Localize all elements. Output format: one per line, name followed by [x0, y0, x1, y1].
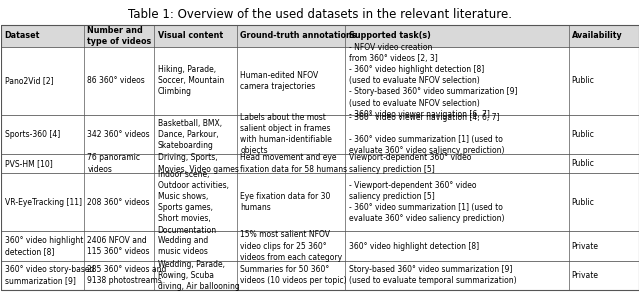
- Text: Supported task(s): Supported task(s): [349, 31, 431, 40]
- Text: 2406 NFOV and
115 360° videos: 2406 NFOV and 115 360° videos: [88, 236, 150, 256]
- Bar: [1, 231, 639, 260]
- Text: Sports-360 [4]: Sports-360 [4]: [4, 130, 60, 139]
- Bar: [1, 173, 639, 231]
- Text: 360° video highlight detection [8]: 360° video highlight detection [8]: [349, 241, 479, 250]
- Text: Basketball, BMX,
Dance, Parkour,
Skateboarding: Basketball, BMX, Dance, Parkour, Skatebo…: [157, 119, 221, 150]
- Text: Viewport-dependent 360° video
saliency prediction [5]: Viewport-dependent 360° video saliency p…: [349, 153, 471, 173]
- Text: Number and
type of videos: Number and type of videos: [88, 26, 152, 46]
- Text: Pano2Vid [2]: Pano2Vid [2]: [4, 76, 53, 85]
- Text: Public: Public: [572, 76, 595, 85]
- Text: Wedding and
music videos: Wedding and music videos: [157, 236, 208, 256]
- Text: 360° video story-based
summarization [9]: 360° video story-based summarization [9]: [4, 265, 94, 285]
- Text: Story-based 360° video summarization [9]
(used to evaluate temporal summarizatio: Story-based 360° video summarization [9]…: [349, 265, 516, 285]
- Text: 360° video highlight
detection [8]: 360° video highlight detection [8]: [4, 236, 83, 256]
- Text: VR-EyeTracking [11]: VR-EyeTracking [11]: [4, 198, 81, 207]
- Bar: [1, 260, 639, 290]
- Text: Visual content: Visual content: [157, 31, 223, 40]
- Text: Availability: Availability: [572, 31, 623, 40]
- Text: Labels about the most
salient object in frames
with human-identifiable
objects: Labels about the most salient object in …: [241, 113, 332, 155]
- Bar: [1, 25, 639, 47]
- Text: Indoor scene,
Outdoor activities,
Music shows,
Sports games,
Short movies,
Docum: Indoor scene, Outdoor activities, Music …: [157, 170, 228, 235]
- Bar: [1, 47, 639, 115]
- Text: Public: Public: [572, 159, 595, 168]
- Text: Private: Private: [572, 241, 598, 250]
- Text: 86 360° videos: 86 360° videos: [88, 76, 145, 85]
- Text: Dataset: Dataset: [4, 31, 40, 40]
- Text: 15% most salient NFOV
video clips for 25 360°
videos from each category: 15% most salient NFOV video clips for 25…: [241, 230, 342, 262]
- Text: Eye fixation data for 30
humans: Eye fixation data for 30 humans: [241, 192, 331, 212]
- Text: Private: Private: [572, 271, 598, 280]
- Text: PVS-HM [10]: PVS-HM [10]: [4, 159, 52, 168]
- Text: 342 360° videos: 342 360° videos: [88, 130, 150, 139]
- Text: 76 panoramic
videos: 76 panoramic videos: [88, 153, 140, 173]
- Text: Wedding, Parade,
Rowing, Scuba
diving, Air ballooning: Wedding, Parade, Rowing, Scuba diving, A…: [157, 260, 239, 291]
- Text: Public: Public: [572, 130, 595, 139]
- Text: Human-edited NFOV
camera trajectories: Human-edited NFOV camera trajectories: [241, 71, 319, 91]
- Text: Head movement and eye
fixation data for 58 humans: Head movement and eye fixation data for …: [241, 153, 348, 173]
- Text: - NFOV video creation
from 360° videos [2, 3]
- 360° video highlight detection [: - NFOV video creation from 360° videos […: [349, 43, 517, 119]
- Text: Public: Public: [572, 198, 595, 207]
- Text: 285 360° videos and
9138 photostreams: 285 360° videos and 9138 photostreams: [88, 265, 167, 285]
- Bar: [1, 115, 639, 154]
- Text: Summaries for 50 360°
videos (10 videos per topic): Summaries for 50 360° videos (10 videos …: [241, 265, 347, 285]
- Text: Driving, Sports,
Movies, Video games: Driving, Sports, Movies, Video games: [157, 153, 238, 173]
- Text: Hiking, Parade,
Soccer, Mountain
Climbing: Hiking, Parade, Soccer, Mountain Climbin…: [157, 65, 224, 97]
- Text: - 360° video viewer navigation [4, 6, 7]

- 360° video summarization [1] (used t: - 360° video viewer navigation [4, 6, 7]…: [349, 113, 504, 155]
- Text: - Viewport-dependent 360° video
saliency prediction [5]
- 360° video summarizati: - Viewport-dependent 360° video saliency…: [349, 181, 504, 223]
- Text: Ground-truth annotations: Ground-truth annotations: [241, 31, 357, 40]
- Text: Table 1: Overview of the used datasets in the relevant literature.: Table 1: Overview of the used datasets i…: [128, 8, 512, 21]
- Bar: [1, 154, 639, 173]
- Text: 208 360° videos: 208 360° videos: [88, 198, 150, 207]
